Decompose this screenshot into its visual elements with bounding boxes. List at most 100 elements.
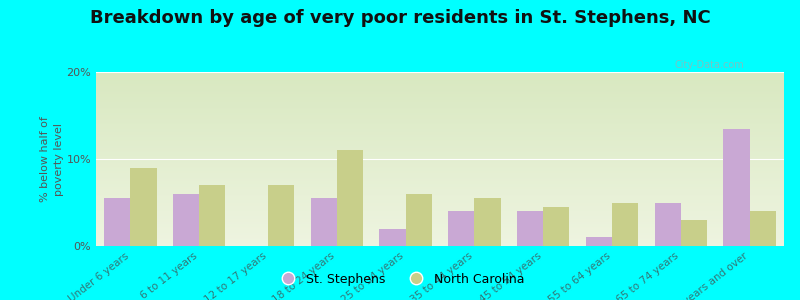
- Bar: [130, 168, 157, 246]
- Bar: [96, 223, 784, 224]
- Bar: [96, 219, 784, 220]
- Bar: [96, 176, 784, 177]
- Bar: [96, 76, 784, 77]
- Bar: [96, 146, 784, 147]
- Bar: [96, 196, 784, 197]
- Bar: [96, 185, 784, 186]
- Bar: [96, 224, 784, 225]
- Text: Breakdown by age of very poor residents in St. Stephens, NC: Breakdown by age of very poor residents …: [90, 9, 710, 27]
- Bar: [199, 185, 226, 246]
- Bar: [96, 151, 784, 152]
- Bar: [96, 168, 784, 169]
- Legend: St. Stephens, North Carolina: St. Stephens, North Carolina: [270, 268, 530, 291]
- Bar: [517, 211, 543, 246]
- Bar: [96, 84, 784, 85]
- Bar: [96, 240, 784, 241]
- Bar: [96, 184, 784, 185]
- Bar: [96, 89, 784, 90]
- Bar: [104, 198, 130, 246]
- Bar: [96, 95, 784, 96]
- Bar: [96, 163, 784, 164]
- Bar: [96, 86, 784, 87]
- Bar: [96, 150, 784, 151]
- Bar: [96, 155, 784, 156]
- Bar: [96, 221, 784, 222]
- Bar: [96, 138, 784, 139]
- Bar: [96, 239, 784, 240]
- Bar: [96, 152, 784, 153]
- Bar: [96, 82, 784, 83]
- Bar: [96, 132, 784, 133]
- Bar: [96, 139, 784, 140]
- Bar: [96, 116, 784, 117]
- Bar: [96, 160, 784, 161]
- Bar: [96, 111, 784, 112]
- Bar: [96, 103, 784, 104]
- Bar: [96, 102, 784, 103]
- Bar: [96, 177, 784, 178]
- Bar: [96, 158, 784, 159]
- Bar: [96, 96, 784, 97]
- Bar: [268, 185, 294, 246]
- Bar: [96, 169, 784, 170]
- Bar: [96, 225, 784, 226]
- Bar: [96, 204, 784, 205]
- Bar: [96, 213, 784, 214]
- Bar: [96, 193, 784, 194]
- Bar: [96, 140, 784, 141]
- Bar: [96, 98, 784, 99]
- Bar: [96, 114, 784, 115]
- Bar: [96, 108, 784, 109]
- Bar: [96, 209, 784, 210]
- Bar: [96, 154, 784, 155]
- Bar: [96, 205, 784, 206]
- Bar: [96, 106, 784, 107]
- Bar: [96, 241, 784, 242]
- Bar: [96, 105, 784, 106]
- Bar: [96, 110, 784, 111]
- Bar: [96, 73, 784, 74]
- Bar: [96, 144, 784, 145]
- Bar: [96, 187, 784, 188]
- Bar: [96, 172, 784, 173]
- Bar: [96, 130, 784, 131]
- Bar: [96, 220, 784, 221]
- Bar: [96, 112, 784, 113]
- Bar: [96, 170, 784, 171]
- Bar: [96, 81, 784, 82]
- Bar: [96, 109, 784, 110]
- Bar: [96, 244, 784, 245]
- Bar: [96, 92, 784, 93]
- Bar: [96, 169, 784, 170]
- Bar: [96, 124, 784, 125]
- Bar: [96, 237, 784, 238]
- Bar: [96, 129, 784, 130]
- Bar: [96, 210, 784, 211]
- Bar: [96, 142, 784, 143]
- Bar: [96, 137, 784, 138]
- Bar: [96, 198, 784, 199]
- Bar: [96, 243, 784, 244]
- Bar: [96, 121, 784, 122]
- Bar: [96, 173, 784, 174]
- Bar: [96, 233, 784, 234]
- Bar: [96, 206, 784, 207]
- Bar: [96, 212, 784, 213]
- Bar: [96, 234, 784, 235]
- Bar: [96, 230, 784, 231]
- Bar: [96, 216, 784, 217]
- Bar: [96, 242, 784, 243]
- Bar: [96, 141, 784, 142]
- Bar: [96, 200, 784, 201]
- Bar: [96, 90, 784, 91]
- Bar: [96, 77, 784, 78]
- Bar: [96, 115, 784, 116]
- Bar: [96, 120, 784, 121]
- Bar: [96, 91, 784, 92]
- Bar: [96, 188, 784, 189]
- Bar: [96, 226, 784, 227]
- Bar: [96, 157, 784, 158]
- Bar: [96, 183, 784, 184]
- Bar: [96, 104, 784, 105]
- Bar: [96, 162, 784, 163]
